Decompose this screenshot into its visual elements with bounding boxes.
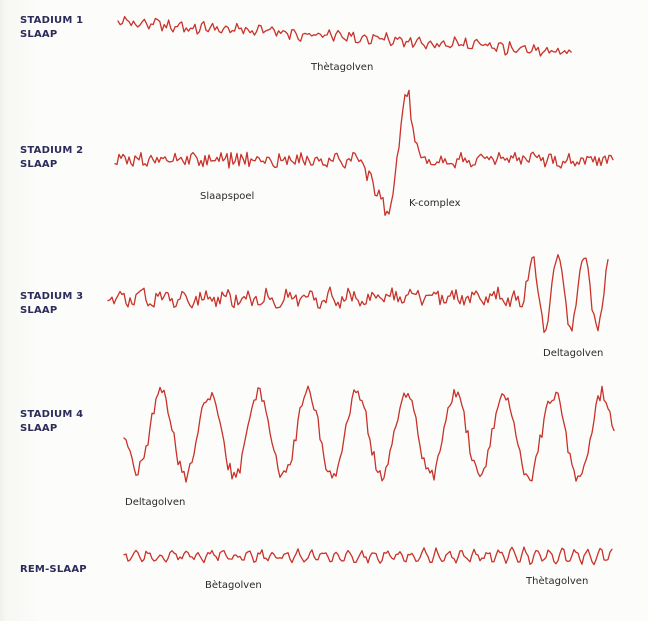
stage-4-label-line2: SLAAP	[20, 423, 58, 434]
annotation-delta-waves-stage-3: Deltagolven	[543, 348, 604, 359]
annotation-theta-waves-stage-1: Thètagolven	[311, 62, 374, 73]
annotation-k-complex: K-complex	[409, 198, 461, 209]
stage-3-label: STADIUM 3 SLAAP	[20, 290, 83, 318]
stage-4-label-line1: STADIUM 4	[20, 409, 84, 420]
stage-3-label-line2: SLAAP	[20, 305, 58, 316]
rem-label: REM-SLAAP	[20, 563, 87, 577]
stage-1-label-line1: STADIUM 1	[20, 15, 84, 26]
rem-label-line1: REM-SLAAP	[20, 564, 87, 575]
eeg-trace-stage-2	[114, 89, 614, 216]
stage-2-label-line2: SLAAP	[20, 159, 58, 170]
eeg-trace-stage-3	[107, 254, 609, 334]
stage-1-label-line2: SLAAP	[20, 29, 58, 40]
eeg-trace-stage-4	[123, 385, 615, 483]
annotation-sleep-spindle: Slaapspoel	[200, 191, 255, 202]
stage-2-label-line1: STADIUM 2	[20, 145, 84, 156]
annotation-theta-waves-rem: Thètagolven	[526, 576, 589, 587]
eeg-trace-rem	[123, 546, 613, 566]
annotation-delta-waves-stage-4: Deltagolven	[125, 497, 186, 508]
stage-4-label: STADIUM 4 SLAAP	[20, 408, 83, 436]
eeg-trace-stage-1	[117, 15, 572, 57]
stage-3-label-line1: STADIUM 3	[20, 291, 84, 302]
annotation-beta-waves-rem: Bètagolven	[205, 580, 262, 591]
stage-2-label: STADIUM 2 SLAAP	[20, 144, 83, 172]
stage-1-label: STADIUM 1 SLAAP	[20, 14, 83, 42]
